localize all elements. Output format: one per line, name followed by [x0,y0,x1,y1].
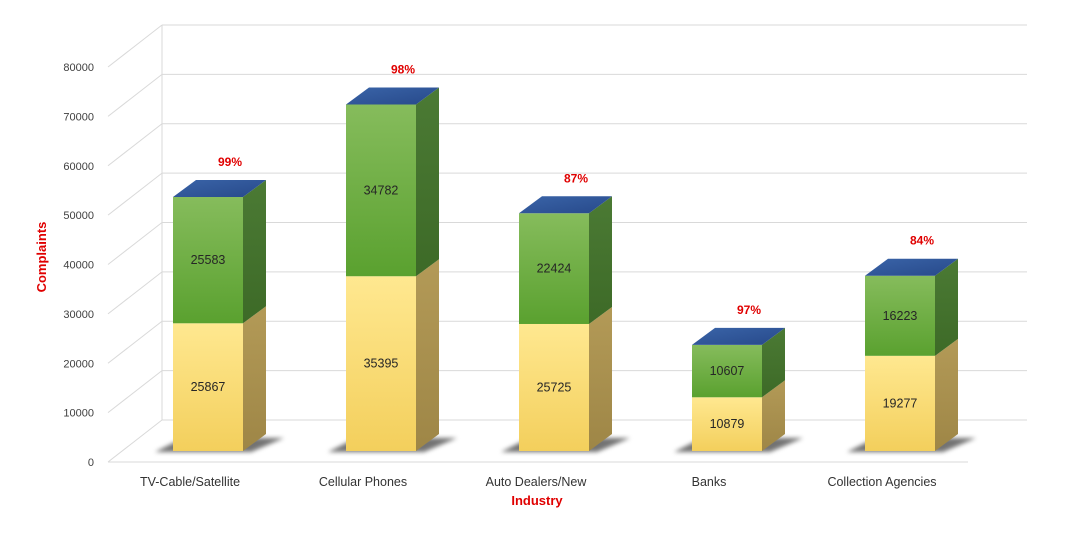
axes: 0 10000 20000 30000 40000 50000 60000 70000 8000… [63,25,1027,469]
x-tick-label: Banks [692,475,727,489]
bar-front [346,276,416,451]
percent-label: 87% [564,171,588,185]
bar-top-cap [692,327,785,345]
floor-left-edge [107,419,163,463]
y-tick-label: 20000 [63,358,94,370]
gridline-diagonal [107,370,163,414]
x-tick-label: Cellular Phones [319,475,407,489]
gridline-diagonal [107,271,163,315]
bar-front [519,323,589,451]
bar-front [346,104,416,277]
y-tick-label: 80000 [63,62,94,74]
bar-group [346,87,439,451]
x-tick-label: Collection Agencies [827,475,936,489]
bar-side [589,306,612,451]
bar-side [935,258,958,356]
y-tick-label: 60000 [63,161,94,173]
labels: 25867 25583 99% TV-Cable/Satellite 35395 3478… [140,63,937,489]
y-tick-label: 50000 [63,210,94,222]
bar-segment [692,327,785,398]
data-label: 34782 [364,183,399,197]
bar-segment [865,258,958,356]
bar-side [935,338,958,451]
bar-group [519,196,612,451]
bar-top-cap [346,87,439,105]
data-label: 19277 [883,396,918,410]
x-axis-title: Industry [511,493,563,508]
bar-side [589,196,612,324]
percent-label: 84% [910,234,934,248]
bar-segment [346,259,439,451]
data-label: 10879 [710,417,745,431]
y-tick-label: 30000 [63,309,94,321]
bar-segment [519,306,612,451]
y-tick-label: 10000 [63,408,94,420]
gridline-diagonal [107,123,163,167]
bar-front [519,213,589,324]
bar-top-cap [865,258,958,276]
gridline-diagonal [107,222,163,265]
bar-front [173,323,243,451]
data-label: 16223 [883,309,918,323]
y-axis-title: Complaints [34,222,49,293]
bar-segment [692,380,785,451]
x-tick-label: Auto Dealers/New [486,475,588,489]
bar-group [173,179,266,451]
bar-segment [173,306,266,451]
bar-top-cap [173,179,266,197]
data-label: 25867 [191,380,226,394]
y-tick-label: 0 [88,457,94,469]
y-tick-label: 70000 [63,111,94,123]
bars [173,87,958,451]
bar-front [865,275,935,356]
bar-side [762,380,785,451]
bar-front [865,355,935,451]
bar-side [416,259,439,451]
percent-label: 98% [391,63,415,77]
bar-side [243,179,266,324]
bar-group [865,258,958,451]
gridline-diagonal [107,320,163,364]
data-label: 10607 [710,364,745,378]
bar-side [762,327,785,398]
x-tick-label: TV-Cable/Satellite [140,475,240,489]
gridline-diagonal [107,172,163,216]
bar-side [416,87,439,277]
data-label: 25583 [191,253,226,267]
bar-front [173,196,243,324]
bar-segment [173,179,266,324]
bar-front [692,397,762,451]
bar-front [692,344,762,398]
percent-label: 97% [737,303,761,317]
bar-segment [346,87,439,277]
data-label: 35395 [364,357,399,371]
bar-segment [865,338,958,451]
data-label: 25725 [537,380,572,394]
y-tick-label: 40000 [63,260,94,272]
gridline-diagonal [107,24,163,68]
bar-top-cap [519,196,612,214]
percent-label: 99% [218,155,242,169]
bar-segment [519,196,612,324]
data-label: 22424 [537,262,572,276]
bar-group [692,327,785,451]
bar-side [243,306,266,451]
gridline-diagonal [107,73,163,117]
